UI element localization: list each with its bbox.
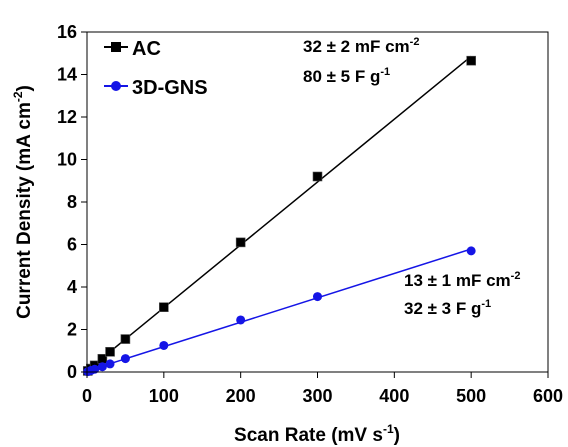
ac-annotation-line2: 80 ± 5 F g-1 <box>303 66 390 86</box>
data-markers <box>82 55 476 377</box>
x-tick-label: 500 <box>456 386 486 406</box>
y-axis-title-end: ) <box>14 85 35 91</box>
x-tick-label: 200 <box>226 386 256 406</box>
x-tick-label: 300 <box>302 386 332 406</box>
x-axis-title: Scan Rate (mV s-1) <box>234 422 400 446</box>
data-point-3dgns <box>236 315 246 325</box>
y-axis-title-main: Current Density (mA cm <box>14 102 35 319</box>
y-axis-title-superscript: -2 <box>11 91 25 102</box>
legend-ac-marker <box>111 42 121 52</box>
y-tick-label: 12 <box>57 107 77 127</box>
data-point-ac <box>105 347 115 357</box>
x-tick-label: 600 <box>533 386 563 406</box>
3dgns-annotation-line2: 32 ± 3 F g-1 <box>404 298 491 318</box>
y-tick-label: 2 <box>67 320 77 340</box>
ac-annotation-line1-main: 32 ± 2 mF cm <box>303 37 410 56</box>
x-axis-title-end: ) <box>394 425 400 446</box>
ac-annotation-line2-superscript: -1 <box>380 66 390 78</box>
fit-lines <box>87 55 472 372</box>
x-tick-label: 0 <box>82 386 92 406</box>
y-tick-label: 0 <box>67 362 77 382</box>
3dgns-annotation-line1-main: 13 ± 1 mF cm <box>404 271 511 290</box>
data-point-3dgns <box>466 246 476 256</box>
3dgns-annotation-line2-main: 32 ± 3 F g <box>404 299 481 318</box>
y-tick-label: 16 <box>57 22 77 42</box>
legend: AC 3D-GNS <box>104 38 208 99</box>
x-tick-label: 100 <box>149 386 179 406</box>
3dgns-annotation-line2-superscript: -1 <box>481 298 491 310</box>
ac-annotation-line2-main: 80 ± 5 F g <box>303 67 380 86</box>
legend-ac-label: AC <box>132 38 161 60</box>
data-point-ac <box>159 302 169 312</box>
y-tick-label: 4 <box>67 277 77 297</box>
x-axis-title-main: Scan Rate (mV s <box>234 425 383 446</box>
legend-3dgns-marker <box>111 81 121 91</box>
x-axis-title-superscript: -1 <box>383 422 394 436</box>
3dgns-annotation-line1-superscript: -2 <box>511 270 521 282</box>
data-point-ac <box>312 171 323 182</box>
data-point-ac <box>466 55 476 66</box>
x-tick-label: 400 <box>379 386 409 406</box>
y-tick-label: 10 <box>57 150 77 170</box>
data-point-3dgns <box>97 362 107 372</box>
fit-line-3dgns <box>87 248 472 372</box>
y-tick-label: 14 <box>57 65 77 85</box>
ac-annotation-line1: 32 ± 2 mF cm-2 <box>303 36 419 56</box>
3dgns-annotation-line1: 13 ± 1 mF cm-2 <box>404 270 520 290</box>
legend-3dgns-label: 3D-GNS <box>132 77 208 99</box>
data-point-3dgns <box>159 340 169 350</box>
data-point-ac <box>235 237 246 248</box>
data-point-ac <box>120 334 131 344</box>
y-axis-title: Current Density (mA cm-2) <box>11 85 35 319</box>
data-point-3dgns <box>313 292 322 302</box>
data-point-3dgns <box>90 364 100 374</box>
y-tick-label: 8 <box>67 192 77 212</box>
y-axis-ticks: 0 2 4 6 8 10 12 14 16 <box>57 22 87 382</box>
data-point-3dgns <box>120 354 130 364</box>
fit-line-ac <box>87 55 472 371</box>
x-axis-ticks: 0 100 200 300 400 500 600 <box>82 372 563 406</box>
y-tick-label: 6 <box>67 235 77 255</box>
ac-annotation-line1-superscript: -2 <box>410 36 420 48</box>
data-point-3dgns <box>105 359 115 369</box>
